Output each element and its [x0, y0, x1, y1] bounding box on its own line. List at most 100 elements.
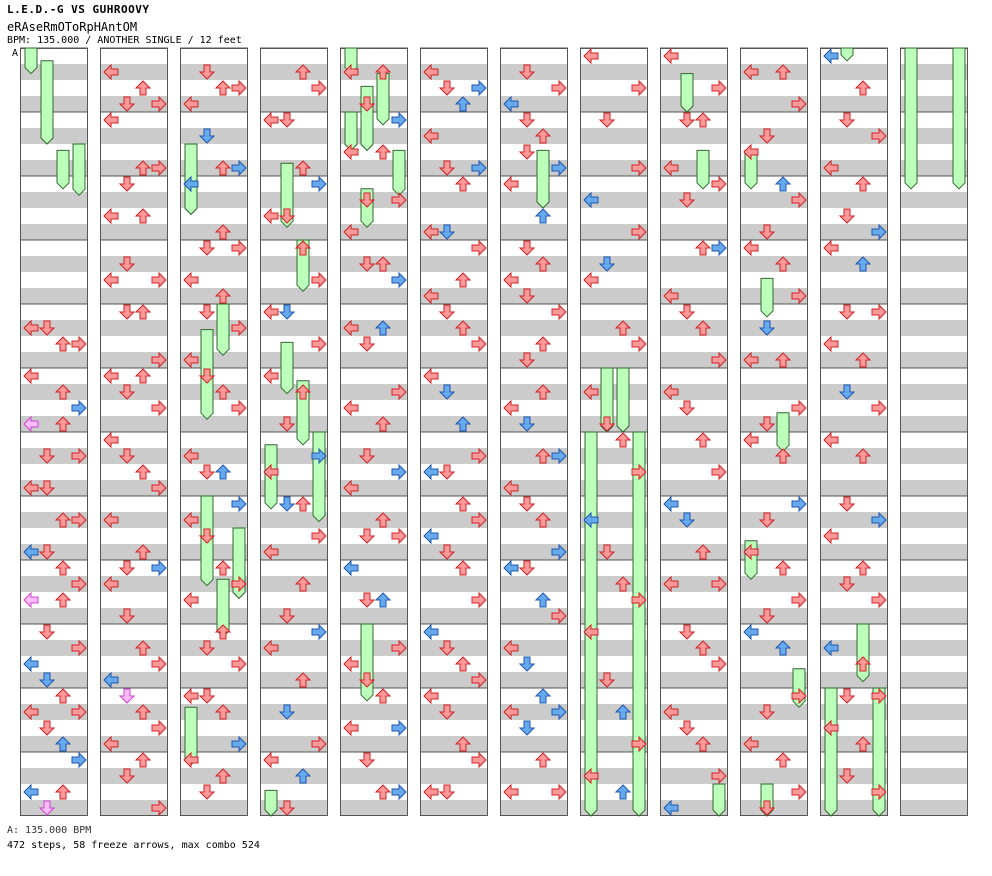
arrow-shape	[151, 271, 167, 289]
arrow-left	[423, 463, 439, 481]
arrow-shape	[438, 704, 456, 720]
column-border	[180, 48, 248, 816]
arrow-up	[774, 176, 792, 192]
beat-stripe	[900, 288, 968, 304]
arrow-down	[438, 784, 456, 800]
arrow-left	[503, 639, 519, 657]
freeze-arrow	[536, 149, 550, 209]
beat-stripe	[20, 96, 88, 112]
arrow-shape	[278, 800, 296, 816]
arrow-right	[151, 399, 167, 417]
beat-stripe	[340, 800, 408, 816]
chart-column	[820, 47, 888, 817]
arrow-shape	[871, 591, 887, 609]
arrow-shape	[358, 96, 376, 112]
arrow-down	[438, 304, 456, 320]
arrow-shape	[423, 287, 439, 305]
beat-stripe	[740, 640, 808, 656]
arrow-down	[438, 160, 456, 176]
arrow-shape	[391, 271, 407, 289]
freeze-arrow	[280, 341, 294, 395]
arrow-shape	[23, 415, 39, 433]
arrow-right	[711, 239, 727, 257]
freeze-arrow	[824, 687, 838, 817]
arrow-left	[263, 303, 279, 321]
arrow-down	[838, 496, 856, 512]
beat-stripe	[100, 192, 168, 208]
arrow-left	[23, 319, 39, 337]
freeze-arrow	[24, 47, 38, 75]
freeze-arrow	[216, 303, 230, 356]
arrow-shape	[214, 80, 232, 96]
arrow-shape	[583, 191, 599, 209]
arrow-shape	[631, 591, 647, 609]
arrow-shape	[503, 479, 519, 497]
beat-stripe	[900, 384, 968, 400]
chart-column	[180, 47, 248, 816]
arrow-left	[183, 687, 199, 705]
arrow-down	[118, 176, 136, 192]
arrow-shape	[694, 432, 712, 448]
beat-stripe	[100, 352, 168, 368]
beat-stripe	[740, 256, 808, 272]
arrow-shape	[391, 527, 407, 545]
arrow-right	[311, 271, 327, 289]
arrow-shape	[791, 783, 807, 801]
arrow-shape	[518, 496, 536, 512]
arrow-shape	[231, 399, 247, 417]
beat-stripe	[420, 768, 488, 784]
arrow-left	[103, 111, 119, 129]
beat-stripe	[260, 256, 328, 272]
arrow-down	[358, 336, 376, 352]
arrow-right	[391, 111, 407, 129]
arrow-right	[871, 591, 887, 609]
arrow-up	[134, 160, 152, 176]
beat-stripe	[900, 544, 968, 560]
arrow-shape	[871, 399, 887, 417]
arrow-shape	[774, 560, 792, 576]
arrow-up	[854, 256, 872, 272]
arrow-up	[374, 144, 392, 160]
arrow-shape	[151, 351, 167, 369]
arrow-shape	[438, 384, 456, 400]
arrow-shape	[438, 224, 456, 240]
arrow-right	[631, 159, 647, 177]
freeze-arrow	[72, 143, 86, 196]
chart-column	[420, 47, 488, 816]
arrow-shape	[38, 800, 56, 816]
arrow-shape	[231, 655, 247, 673]
arrow-right	[871, 303, 887, 321]
arrow-down	[118, 608, 136, 624]
beat-stripe	[660, 320, 728, 336]
arrow-shape	[311, 335, 327, 353]
arrow-right	[471, 447, 487, 465]
arrow-shape	[183, 687, 199, 705]
arrow-down	[678, 192, 696, 208]
arrow-shape	[263, 463, 279, 481]
beat-stripe	[900, 448, 968, 464]
arrow-shape	[534, 448, 552, 464]
arrow-down	[678, 720, 696, 736]
arrow-shape	[263, 207, 279, 225]
arrow-shape	[391, 191, 407, 209]
arrow-right	[551, 783, 567, 801]
arrow-left	[743, 63, 759, 81]
arrow-down	[758, 128, 776, 144]
arrow-shape	[454, 560, 472, 576]
arrow-left	[343, 559, 359, 577]
freeze-arrow	[264, 789, 278, 817]
beat-stripe	[20, 256, 88, 272]
arrow-up	[134, 464, 152, 480]
arrow-right	[471, 79, 487, 97]
arrow-up	[534, 208, 552, 224]
beat-stripe	[100, 576, 168, 592]
freeze-arrow	[776, 412, 790, 452]
beat-stripe	[420, 480, 488, 496]
beat-stripe	[820, 480, 888, 496]
arrow-shape	[103, 735, 119, 753]
arrow-shape	[758, 224, 776, 240]
beat-stripe	[740, 64, 808, 80]
arrow-left	[743, 543, 759, 561]
arrow-right	[631, 735, 647, 753]
arrow-right	[551, 543, 567, 561]
